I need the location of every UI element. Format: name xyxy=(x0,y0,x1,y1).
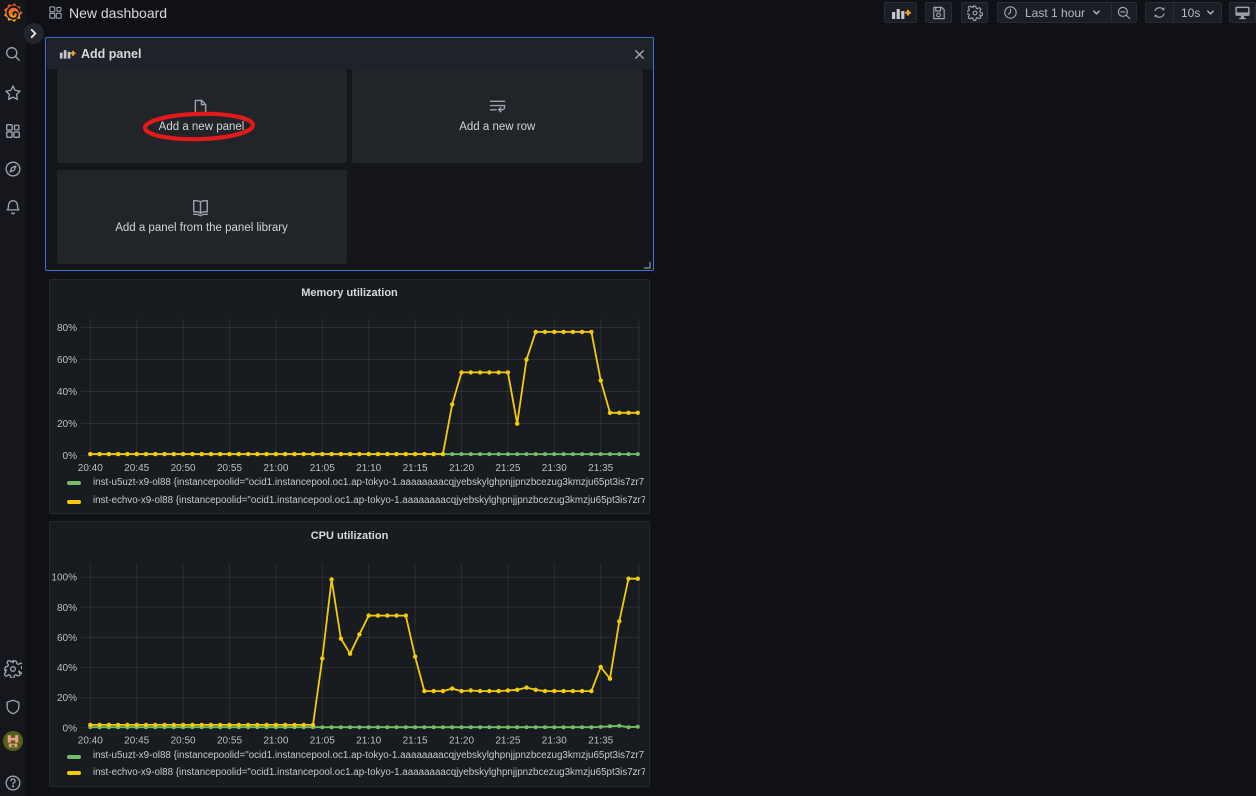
svg-text:40%: 40% xyxy=(57,663,77,674)
svg-text:20:45: 20:45 xyxy=(124,463,149,474)
svg-text:100%: 100% xyxy=(51,572,77,583)
svg-text:21:15: 21:15 xyxy=(403,463,428,474)
svg-text:80%: 80% xyxy=(57,323,77,334)
svg-text:20:40: 20:40 xyxy=(78,463,103,474)
svg-text:21:35: 21:35 xyxy=(588,735,613,746)
svg-text:21:20: 21:20 xyxy=(449,463,474,474)
svg-text:21:30: 21:30 xyxy=(542,463,567,474)
svg-text:20:50: 20:50 xyxy=(171,463,196,474)
svg-text:20%: 20% xyxy=(57,419,77,430)
svg-text:21:25: 21:25 xyxy=(495,735,520,746)
svg-text:60%: 60% xyxy=(57,355,77,366)
svg-text:21:25: 21:25 xyxy=(495,463,520,474)
svg-text:20:55: 20:55 xyxy=(217,463,242,474)
svg-text:21:00: 21:00 xyxy=(263,735,288,746)
svg-text:20%: 20% xyxy=(57,693,77,704)
svg-text:80%: 80% xyxy=(57,602,77,613)
svg-text:0%: 0% xyxy=(63,723,78,734)
svg-text:0%: 0% xyxy=(63,451,78,462)
svg-text:21:00: 21:00 xyxy=(263,463,288,474)
svg-text:40%: 40% xyxy=(57,387,77,398)
svg-text:20:45: 20:45 xyxy=(124,735,149,746)
svg-text:21:20: 21:20 xyxy=(449,735,474,746)
svg-text:21:30: 21:30 xyxy=(542,735,567,746)
svg-text:20:40: 20:40 xyxy=(78,735,103,746)
svg-text:21:10: 21:10 xyxy=(356,463,381,474)
svg-text:20:55: 20:55 xyxy=(217,735,242,746)
svg-text:20:50: 20:50 xyxy=(171,735,196,746)
svg-text:21:05: 21:05 xyxy=(310,463,335,474)
svg-text:21:15: 21:15 xyxy=(403,735,428,746)
svg-text:21:35: 21:35 xyxy=(588,463,613,474)
svg-text:21:05: 21:05 xyxy=(310,735,335,746)
svg-text:60%: 60% xyxy=(57,633,77,644)
svg-text:21:10: 21:10 xyxy=(356,735,381,746)
